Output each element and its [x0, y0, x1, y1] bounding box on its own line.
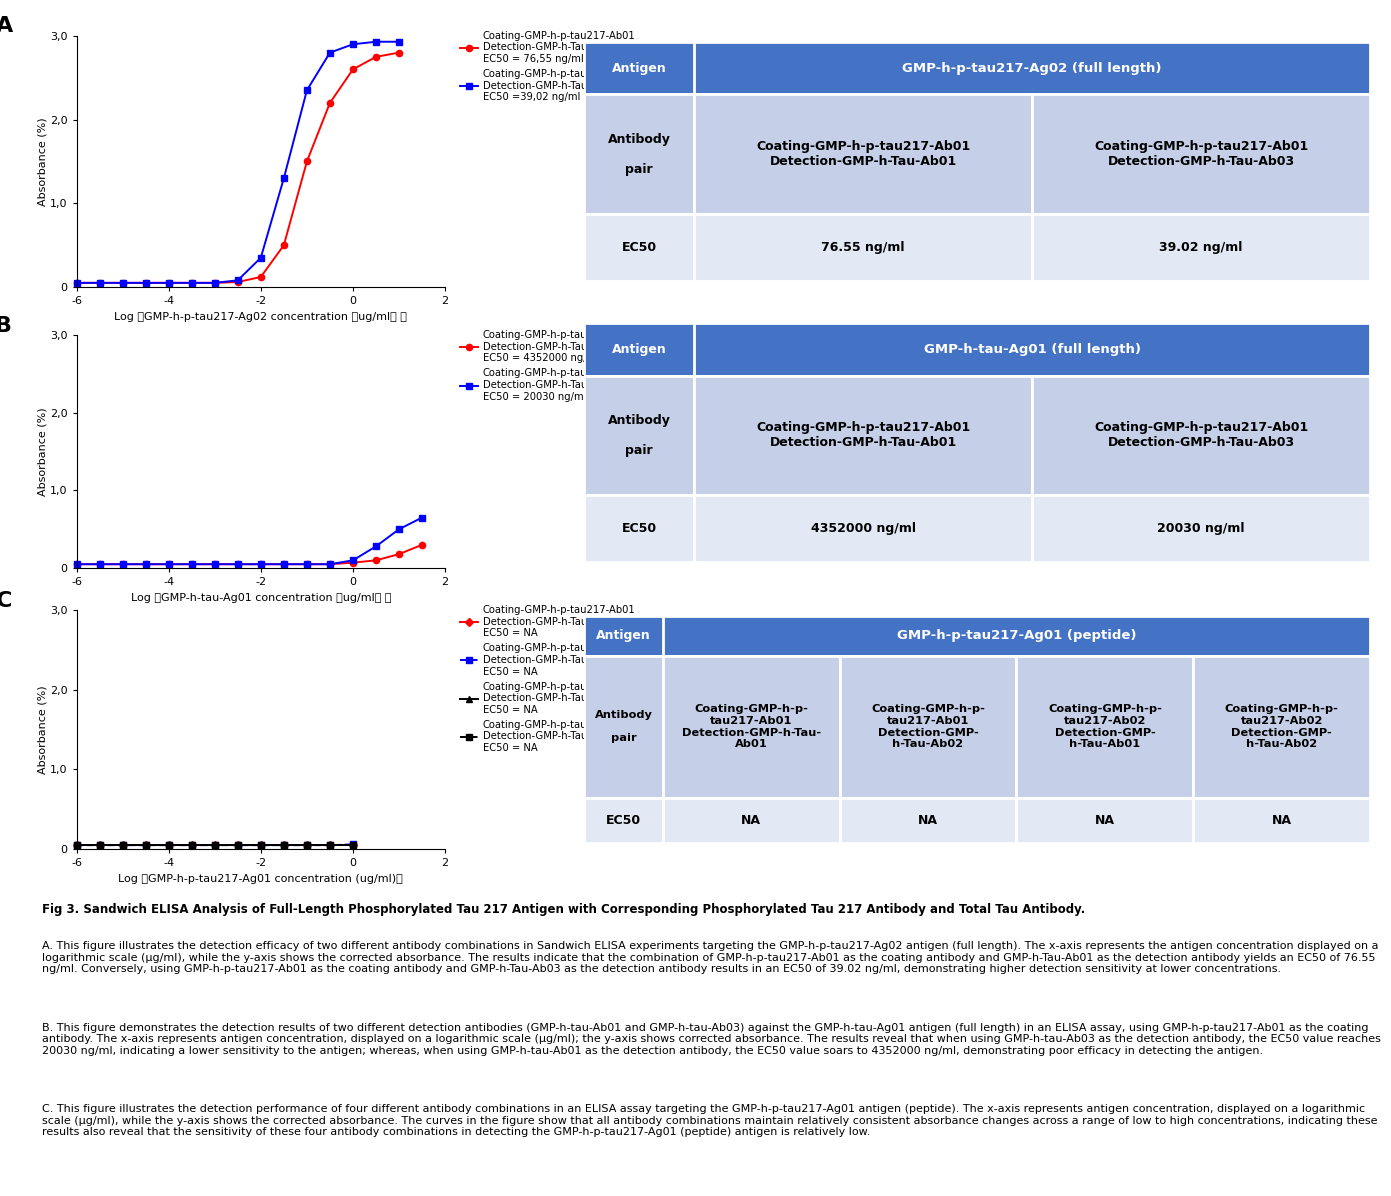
Text: Coating-GMP-h-p-tau217-Ab01
Detection-GMP-h-Tau-Ab01: Coating-GMP-h-p-tau217-Ab01 Detection-GM…	[757, 421, 971, 450]
Bar	[694, 376, 1032, 495]
Text: Antigen: Antigen	[612, 343, 666, 355]
Bar	[1032, 94, 1370, 214]
Text: Coating-GMP-h-p-
tau217-Ab01
Detection-GMP-h-Tau-
Ab01: Coating-GMP-h-p- tau217-Ab01 Detection-G…	[682, 704, 821, 749]
Bar	[694, 214, 1032, 281]
Legend: Coating-GMP-h-p-tau217-Ab01
Detection-GMP-h-Tau-Ab01
EC50 = 4352000 ng/ml, Coati: Coating-GMP-h-p-tau217-Ab01 Detection-GM…	[460, 330, 636, 402]
Text: Coating-GMP-h-p-tau217-Ab01
Detection-GMP-h-Tau-Ab03: Coating-GMP-h-p-tau217-Ab01 Detection-GM…	[1095, 140, 1309, 169]
Text: GMP-h-p-tau217-Ag01 (peptide): GMP-h-p-tau217-Ag01 (peptide)	[897, 629, 1136, 642]
X-axis label: Log 【GMP-h-tau-Ag01 concentration （ug/ml） 】: Log 【GMP-h-tau-Ag01 concentration （ug/ml…	[131, 593, 391, 603]
Bar	[1032, 495, 1370, 562]
Bar	[694, 94, 1032, 214]
Bar	[584, 214, 694, 281]
Y-axis label: Absorbance (%): Absorbance (%)	[38, 117, 47, 206]
Text: C. This figure illustrates the detection performance of four different antibody : C. This figure illustrates the detection…	[42, 1104, 1377, 1137]
Text: 39.02 ng/ml: 39.02 ng/ml	[1160, 242, 1242, 254]
Text: Fig 3. Sandwich ELISA Analysis of Full-Length Phosphorylated Tau 217 Antigen wit: Fig 3. Sandwich ELISA Analysis of Full-L…	[42, 903, 1085, 916]
Text: Antibody

pair: Antibody pair	[594, 710, 652, 744]
Text: Antigen: Antigen	[597, 629, 651, 642]
Text: EC50: EC50	[622, 523, 657, 535]
Bar	[1032, 214, 1370, 281]
Bar	[584, 655, 664, 798]
Text: 20030 ng/ml: 20030 ng/ml	[1157, 523, 1245, 535]
X-axis label: Log 【GMP-h-p-tau217-Ag01 concentration (ug/ml)】: Log 【GMP-h-p-tau217-Ag01 concentration (…	[118, 874, 403, 884]
Y-axis label: Absorbance (%): Absorbance (%)	[38, 685, 47, 774]
Text: 76.55 ng/ml: 76.55 ng/ml	[822, 242, 906, 254]
Text: B. This figure demonstrates the detection results of two different detection ant: B. This figure demonstrates the detectio…	[42, 1023, 1381, 1056]
Text: C: C	[0, 591, 11, 611]
Text: 4352000 ng/ml: 4352000 ng/ml	[811, 523, 915, 535]
Text: EC50: EC50	[606, 814, 641, 826]
Text: Coating-GMP-h-p-
tau217-Ab02
Detection-GMP-
h-Tau-Ab02: Coating-GMP-h-p- tau217-Ab02 Detection-G…	[1225, 704, 1338, 749]
Text: EC50: EC50	[622, 242, 657, 254]
Bar	[840, 798, 1017, 843]
Text: Antigen: Antigen	[612, 62, 666, 74]
Bar	[1017, 655, 1193, 798]
Text: Antibody

pair: Antibody pair	[608, 414, 670, 457]
Bar	[1193, 655, 1370, 798]
Text: Coating-GMP-h-p-tau217-Ab01
Detection-GMP-h-Tau-Ab03: Coating-GMP-h-p-tau217-Ab01 Detection-GM…	[1095, 421, 1309, 450]
Bar	[664, 798, 840, 843]
Bar	[1017, 798, 1193, 843]
Bar	[694, 495, 1032, 562]
Text: Antibody

pair: Antibody pair	[608, 133, 670, 176]
Bar	[584, 798, 664, 843]
Text: GMP-h-tau-Ag01 (full length): GMP-h-tau-Ag01 (full length)	[924, 343, 1141, 355]
Bar	[584, 495, 694, 562]
Text: GMP-h-p-tau217-Ag02 (full length): GMP-h-p-tau217-Ag02 (full length)	[903, 62, 1161, 74]
Text: Coating-GMP-h-p-tau217-Ab01
Detection-GMP-h-Tau-Ab01: Coating-GMP-h-p-tau217-Ab01 Detection-GM…	[757, 140, 971, 169]
Bar	[584, 42, 1370, 94]
Text: Coating-GMP-h-p-
tau217-Ab02
Detection-GMP-
h-Tau-Ab01: Coating-GMP-h-p- tau217-Ab02 Detection-G…	[1047, 704, 1161, 749]
Bar	[584, 616, 1370, 655]
Text: B: B	[0, 316, 13, 336]
Bar	[584, 94, 694, 214]
Text: Coating-GMP-h-p-
tau217-Ab01
Detection-GMP-
h-Tau-Ab02: Coating-GMP-h-p- tau217-Ab01 Detection-G…	[871, 704, 985, 749]
Text: NA: NA	[1095, 814, 1116, 826]
Text: NA: NA	[1271, 814, 1292, 826]
Text: NA: NA	[741, 814, 761, 826]
Bar	[584, 376, 694, 495]
Bar	[1032, 376, 1370, 495]
Bar	[1193, 798, 1370, 843]
Bar	[664, 655, 840, 798]
Y-axis label: Absorbance (%): Absorbance (%)	[38, 407, 47, 496]
Bar	[584, 323, 1370, 376]
Text: A: A	[0, 16, 13, 36]
Bar	[840, 655, 1017, 798]
X-axis label: Log 【GMP-h-p-tau217-Ag02 concentration （ug/ml） 】: Log 【GMP-h-p-tau217-Ag02 concentration （…	[114, 312, 408, 322]
Text: A. This figure illustrates the detection efficacy of two different antibody comb: A. This figure illustrates the detection…	[42, 941, 1378, 975]
Text: NA: NA	[918, 814, 938, 826]
Legend: Coating-GMP-h-p-tau217-Ab01
Detection-GMP-h-Tau-Ab01
EC50 = NA, Coating-GMP-h-p-: Coating-GMP-h-p-tau217-Ab01 Detection-GM…	[460, 605, 636, 753]
Legend: Coating-GMP-h-p-tau217-Ab01
Detection-GMP-h-Tau-Ab01
EC50 = 76,55 ng/ml, Coating: Coating-GMP-h-p-tau217-Ab01 Detection-GM…	[460, 31, 636, 102]
